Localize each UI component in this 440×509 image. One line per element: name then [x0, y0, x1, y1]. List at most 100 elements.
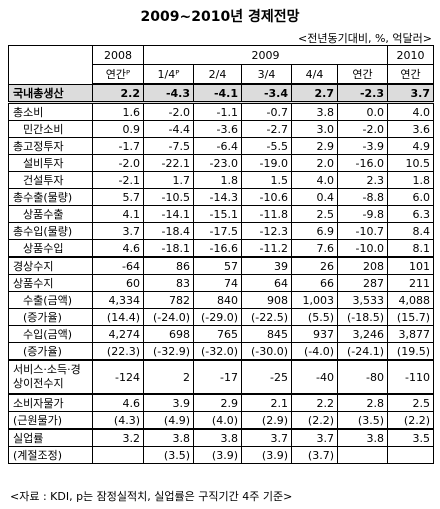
cell: 2.1	[241, 393, 292, 412]
table-row: (증가율) (22.3) (-32.9) (-32.0) (-30.0) (-4.0) (-…	[8, 342, 434, 361]
cell: 60	[92, 274, 144, 292]
row-label: (증가율)	[8, 342, 93, 361]
cell: (14.4)	[92, 308, 144, 326]
cell: (-32.0)	[193, 342, 242, 361]
cell: 86	[143, 256, 194, 275]
cell: -1.1	[193, 102, 242, 121]
cell: 765	[193, 325, 242, 343]
table-row: 국내총생산 2.2 -4.3 -4.1 -3.4 2.7 -2.3 3.7	[8, 83, 434, 104]
cell: 66	[291, 274, 338, 292]
cell: (19.5)	[387, 342, 434, 361]
header-period: 연간	[387, 64, 434, 85]
header-year: 2010	[387, 45, 434, 65]
cell: -4.4	[143, 120, 194, 138]
cell: 8.4	[387, 222, 434, 240]
header-period: 4/4	[291, 64, 338, 85]
cell: -10.0	[337, 239, 388, 258]
cell: 2.9	[193, 393, 242, 412]
cell: 1.6	[92, 102, 144, 121]
cell: 2.5	[291, 205, 338, 223]
cell: -8.8	[337, 188, 388, 206]
cell: -3.9	[337, 137, 388, 155]
cell: (4.0)	[193, 411, 242, 430]
cell: 1.5	[241, 171, 292, 189]
cell: (2.2)	[387, 411, 434, 430]
cell: -11.2	[241, 239, 292, 258]
cell: (22.3)	[92, 342, 144, 361]
cell: 3,533	[337, 291, 388, 309]
cell: 6.3	[387, 205, 434, 223]
row-label: 서비스·소득·경상이전수지	[8, 359, 93, 395]
row-label: 수출(금액)	[8, 291, 93, 309]
cell: -64	[92, 256, 144, 275]
cell: (-22.5)	[241, 308, 292, 326]
row-label: 총고정투자	[8, 137, 93, 155]
cell: -17	[193, 359, 242, 395]
row-label: 수입(금액)	[8, 325, 93, 343]
table-row: 건설투자 -2.1 1.7 1.8 1.5 4.0 2.3 1.8	[8, 171, 434, 189]
table-row: 설비투자 -2.0 -22.1 -23.0 -19.0 2.0 -16.0 10.5	[8, 154, 434, 172]
cell: -40	[291, 359, 338, 395]
cell: 3.5	[387, 428, 434, 447]
cell: -124	[92, 359, 144, 395]
cell	[92, 446, 144, 464]
row-label: 소비자물가	[8, 393, 93, 412]
cell: 3,246	[337, 325, 388, 343]
cell: -11.8	[241, 205, 292, 223]
table-row: (증가율) (14.4) (-24.0) (-29.0) (-22.5) (5.5) (-1…	[8, 308, 434, 326]
table-row: 상품수출 4.1 -14.1 -15.1 -11.8 2.5 -9.8 6.3	[8, 205, 434, 223]
cell: 26	[291, 256, 338, 275]
cell: 101	[387, 256, 434, 275]
cell: -110	[387, 359, 434, 395]
cell: (-4.0)	[291, 342, 338, 361]
cell: -18.1	[143, 239, 194, 258]
cell: 3.7	[291, 428, 338, 447]
cell: -2.7	[241, 120, 292, 138]
header-row: 연간ᴾ 1/4ᴾ 2/4 3/4 4/4 연간 연간	[9, 64, 434, 85]
cell: 3.8	[193, 428, 242, 447]
cell: -16.0	[337, 154, 388, 172]
header-period: 3/4	[241, 64, 292, 85]
cell: -2.3	[337, 83, 388, 104]
cell: 845	[241, 325, 292, 343]
cell: (3.9)	[241, 446, 292, 464]
cell: 211	[387, 274, 434, 292]
row-label: 상품수지	[8, 274, 93, 292]
cell: (4.9)	[143, 411, 194, 430]
cell: 287	[337, 274, 388, 292]
cell: -12.3	[241, 222, 292, 240]
cell: 4,274	[92, 325, 144, 343]
cell: (-18.5)	[337, 308, 388, 326]
cell: -18.4	[143, 222, 194, 240]
cell: 698	[143, 325, 194, 343]
cell: (3.5)	[337, 411, 388, 430]
cell: -16.6	[193, 239, 242, 258]
table-row: 총소비 1.6 -2.0 -1.1 -0.7 3.8 0.0 4.0	[8, 102, 434, 121]
title: 2009~2010년 경제전망	[140, 9, 300, 25]
cell: 840	[193, 291, 242, 309]
cell: 4,334	[92, 291, 144, 309]
cell: 10.5	[387, 154, 434, 172]
cell: 3.7	[92, 222, 144, 240]
row-label: 민간소비	[8, 120, 93, 138]
cell: -6.4	[193, 137, 242, 155]
cell: -10.6	[241, 188, 292, 206]
cell: (5.5)	[291, 308, 338, 326]
cell: 0.0	[337, 102, 388, 121]
table-row: 소비자물가 4.6 3.9 2.9 2.1 2.2 2.8 2.5	[8, 393, 434, 412]
cell: (-24.1)	[337, 342, 388, 361]
cell: -5.5	[241, 137, 292, 155]
cell: 6.9	[291, 222, 338, 240]
table-row: 민간소비 0.9 -4.4 -3.6 -2.7 3.0 -2.0 3.6	[8, 120, 434, 138]
cell: -14.1	[143, 205, 194, 223]
cell: -10.7	[337, 222, 388, 240]
header-period: 연간ᴾ	[92, 64, 144, 85]
row-label: 상품수출	[8, 205, 93, 223]
cell: 2.7	[291, 83, 338, 104]
cell: 64	[241, 274, 292, 292]
cell: -25	[241, 359, 292, 395]
cell: 3.9	[143, 393, 194, 412]
cell: 1.8	[193, 171, 242, 189]
table-row: 총수출(물량) 5.7 -10.5 -14.3 -10.6 0.4 -8.8 6.0	[8, 188, 434, 206]
cell: 3.8	[143, 428, 194, 447]
